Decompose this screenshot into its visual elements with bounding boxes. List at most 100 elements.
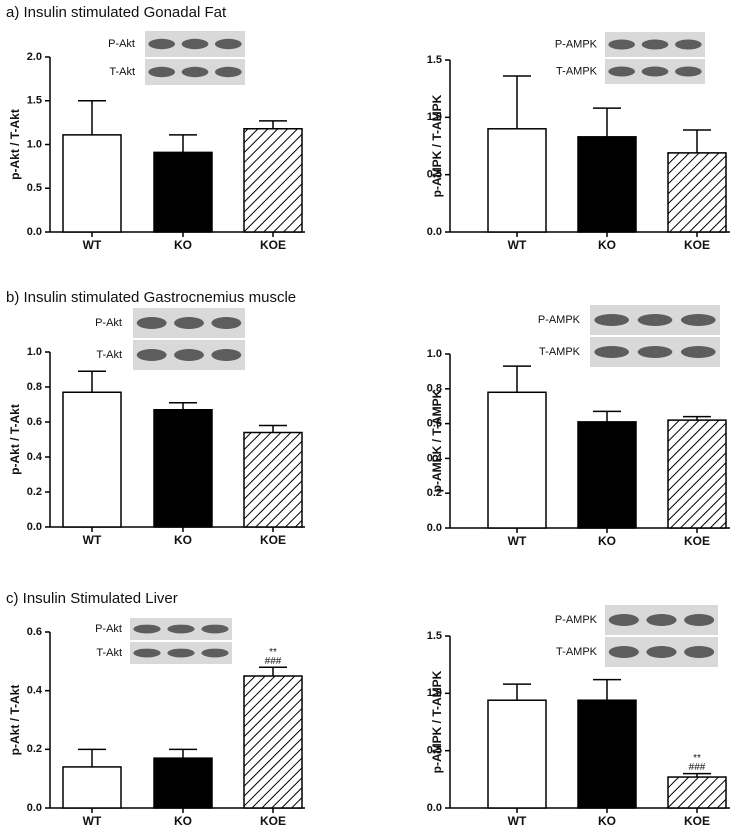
bar [153,409,213,528]
y-tick-label: 0.5 [27,182,42,194]
significance: ### [265,656,282,667]
bar [577,421,637,529]
y-tick-label: 0.0 [427,522,442,534]
y-tick-label: 0.8 [27,381,42,393]
x-tick-label: WT [83,238,102,252]
blot-band [174,349,204,361]
bar [153,757,213,809]
blot-label: T-AMPK [539,346,581,358]
y-axis-label: p-Akt / T-Akt [8,109,22,180]
blot-label: T-Akt [109,66,135,78]
blot-band [608,66,636,77]
blot-band [684,614,715,626]
blot-band [675,39,702,50]
y-tick-label: 0.5 [427,169,442,181]
blot-band [215,66,242,78]
y-tick-label: 0.0 [427,226,442,238]
bar [243,128,303,233]
y-tick-label: 0.0 [27,226,42,238]
blot-band [133,624,161,634]
blot-label: T-AMPK [556,646,598,658]
y-tick-label: 0.6 [27,626,42,638]
y-tick-label: 1.0 [427,348,442,360]
x-tick-label: KOE [260,533,286,547]
blot-band [608,39,636,50]
bar [62,134,122,233]
x-tick-label: WT [83,814,102,828]
y-tick-label: 1.0 [27,138,42,150]
y-tick-label: 0.4 [27,685,43,697]
blot-label: P-Akt [95,623,122,635]
blot-band [675,66,702,77]
blot-band [681,314,716,326]
y-tick-label: 1.0 [427,111,442,123]
significance: ### [689,762,706,773]
x-tick-label: KOE [684,814,710,828]
blot-band [174,317,204,329]
blot-band [646,646,677,658]
blot-band [167,648,195,658]
blot-label: T-Akt [96,349,122,361]
blot-band [684,646,715,658]
blot-band [211,349,242,361]
y-tick-label: 0.0 [27,802,42,814]
x-tick-label: KO [598,534,616,548]
y-axis-label: p-Akt / T-Akt [8,404,22,475]
blot-band [181,66,209,78]
bar [577,136,637,233]
bar [667,776,727,809]
y-tick-label: 0.2 [427,487,442,499]
blot-band [594,314,630,326]
y-tick-label: 1.5 [27,95,42,107]
y-axis-label: p-AMPK / T-AMPK [430,670,444,773]
blot-band [211,317,242,329]
bar [243,431,303,528]
bar [153,151,213,233]
y-tick-label: 0.4 [427,452,443,464]
y-tick-label: 0.5 [427,745,442,757]
x-tick-label: WT [508,814,527,828]
blot-label: T-Akt [96,647,122,659]
blot-band [167,624,195,634]
blot-band [608,646,639,658]
y-axis-label: p-AMPK / T-AMPK [430,94,444,197]
bar [243,675,303,809]
bar [62,391,122,528]
x-tick-label: KOE [260,814,286,828]
x-tick-label: WT [508,534,527,548]
blot-band [594,346,630,358]
y-tick-label: 1.5 [427,54,442,66]
blot-band [608,614,639,626]
y-tick-label: 2.0 [27,51,42,63]
x-tick-label: WT [83,533,102,547]
blot-band [136,317,167,329]
blot-band [646,614,677,626]
y-tick-label: 0.8 [427,383,442,395]
blot-label: P-AMPK [555,614,598,626]
blot-label: P-AMPK [555,38,598,50]
y-axis-label: p-Akt / T-Akt [8,685,22,756]
blot-band [681,346,716,358]
x-tick-label: KO [598,238,616,252]
x-tick-label: WT [508,238,527,252]
bar [487,699,547,809]
y-tick-label: 0.0 [427,802,442,814]
x-tick-label: KOE [684,238,710,252]
bar [487,391,547,529]
blot-band [136,349,167,361]
blot-band [637,346,673,358]
x-tick-label: KO [174,533,192,547]
blot-band [637,314,673,326]
x-tick-label: KOE [684,534,710,548]
blot-band [215,38,242,50]
y-tick-label: 0.4 [27,451,43,463]
blot-band [181,38,209,50]
panel-title: c) Insulin Stimulated Liver [6,590,178,607]
blot-band [641,66,669,77]
panel-title: b) Insulin stimulated Gastrocnemius musc… [6,289,296,306]
blot-band [148,38,176,50]
y-tick-label: 0.0 [27,521,42,533]
x-tick-label: KO [598,814,616,828]
y-axis-label: p-AMPK / T-AMPK [430,389,444,492]
y-tick-label: 0.6 [27,416,42,428]
